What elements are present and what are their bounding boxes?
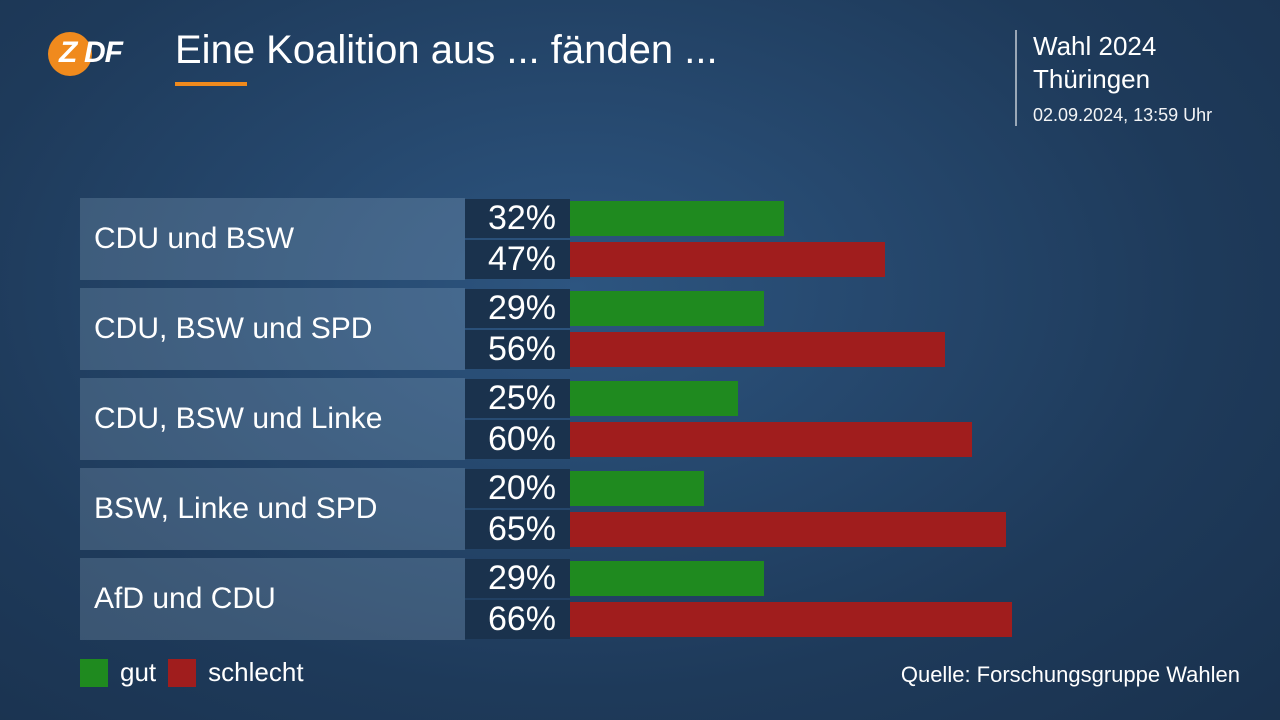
zdf-logo: Z DF (48, 32, 120, 76)
legend: gut schlecht (80, 657, 304, 688)
row-bars: 20%65% (465, 468, 1240, 550)
row-label: CDU, BSW und SPD (80, 288, 465, 370)
bar-line-good: 29% (465, 288, 1240, 329)
bar-value-good: 29% (465, 559, 570, 598)
row-label: BSW, Linke und SPD (80, 468, 465, 550)
bar-value-good: 29% (465, 289, 570, 328)
bar-fill-bad (570, 242, 885, 277)
chart-row: CDU, BSW und Linke25%60% (80, 378, 1240, 460)
context-panel: Wahl 2024 Thüringen 02.09.2024, 13:59 Uh… (1015, 30, 1240, 126)
bar-line-good: 32% (465, 198, 1240, 239)
bar-line-good: 20% (465, 468, 1240, 509)
legend-label-bad: schlecht (208, 657, 303, 688)
context-heading: Wahl 2024 Thüringen (1033, 30, 1240, 95)
legend-swatch-good (80, 659, 108, 687)
bar-track (570, 288, 1240, 329)
bar-fill-good (570, 381, 738, 416)
row-label: AfD und CDU (80, 558, 465, 640)
chart-row: CDU, BSW und SPD29%56% (80, 288, 1240, 370)
row-label: CDU, BSW und Linke (80, 378, 465, 460)
bar-value-bad: 65% (465, 510, 570, 549)
bar-value-good: 32% (465, 199, 570, 238)
bar-track (570, 419, 1240, 460)
bar-line-good: 25% (465, 378, 1240, 419)
context-timestamp: 02.09.2024, 13:59 Uhr (1033, 105, 1240, 126)
logo-df: DF (84, 36, 122, 70)
bar-track (570, 509, 1240, 550)
bar-value-good: 20% (465, 469, 570, 508)
bar-fill-good (570, 561, 764, 596)
bar-line-bad: 56% (465, 329, 1240, 370)
bar-track (570, 378, 1240, 419)
chart-row: CDU und BSW32%47% (80, 198, 1240, 280)
legend-swatch-bad (168, 659, 196, 687)
bar-line-good: 29% (465, 558, 1240, 599)
bar-fill-good (570, 471, 704, 506)
legend-label-good: gut (120, 657, 156, 688)
bar-track (570, 468, 1240, 509)
chart-row: BSW, Linke und SPD20%65% (80, 468, 1240, 550)
row-label: CDU und BSW (80, 198, 465, 280)
row-bars: 29%56% (465, 288, 1240, 370)
bar-fill-bad (570, 602, 1012, 637)
bar-track (570, 599, 1240, 640)
logo-z: Z (59, 36, 77, 70)
row-bars: 29%66% (465, 558, 1240, 640)
bar-track (570, 239, 1240, 280)
context-line-2: Thüringen (1033, 64, 1150, 94)
source-attribution: Quelle: Forschungsgruppe Wahlen (901, 662, 1240, 688)
chart-title: Eine Koalition aus ... fänden ... (175, 28, 718, 73)
bar-line-bad: 65% (465, 509, 1240, 550)
bar-line-bad: 60% (465, 419, 1240, 460)
row-bars: 32%47% (465, 198, 1240, 280)
bar-line-bad: 47% (465, 239, 1240, 280)
title-underline (175, 82, 247, 86)
bar-fill-bad (570, 512, 1006, 547)
bar-value-bad: 60% (465, 420, 570, 459)
bar-fill-good (570, 201, 784, 236)
bar-track (570, 198, 1240, 239)
bar-track (570, 558, 1240, 599)
bar-fill-bad (570, 422, 972, 457)
bar-value-good: 25% (465, 379, 570, 418)
bar-value-bad: 56% (465, 330, 570, 369)
bar-value-bad: 47% (465, 240, 570, 279)
row-bars: 25%60% (465, 378, 1240, 460)
bar-fill-bad (570, 332, 945, 367)
bar-value-bad: 66% (465, 600, 570, 639)
bar-track (570, 329, 1240, 370)
bar-line-bad: 66% (465, 599, 1240, 640)
coalition-bar-chart: CDU und BSW32%47%CDU, BSW und SPD29%56%C… (80, 198, 1240, 648)
context-line-1: Wahl 2024 (1033, 31, 1156, 61)
bar-fill-good (570, 291, 764, 326)
chart-row: AfD und CDU29%66% (80, 558, 1240, 640)
